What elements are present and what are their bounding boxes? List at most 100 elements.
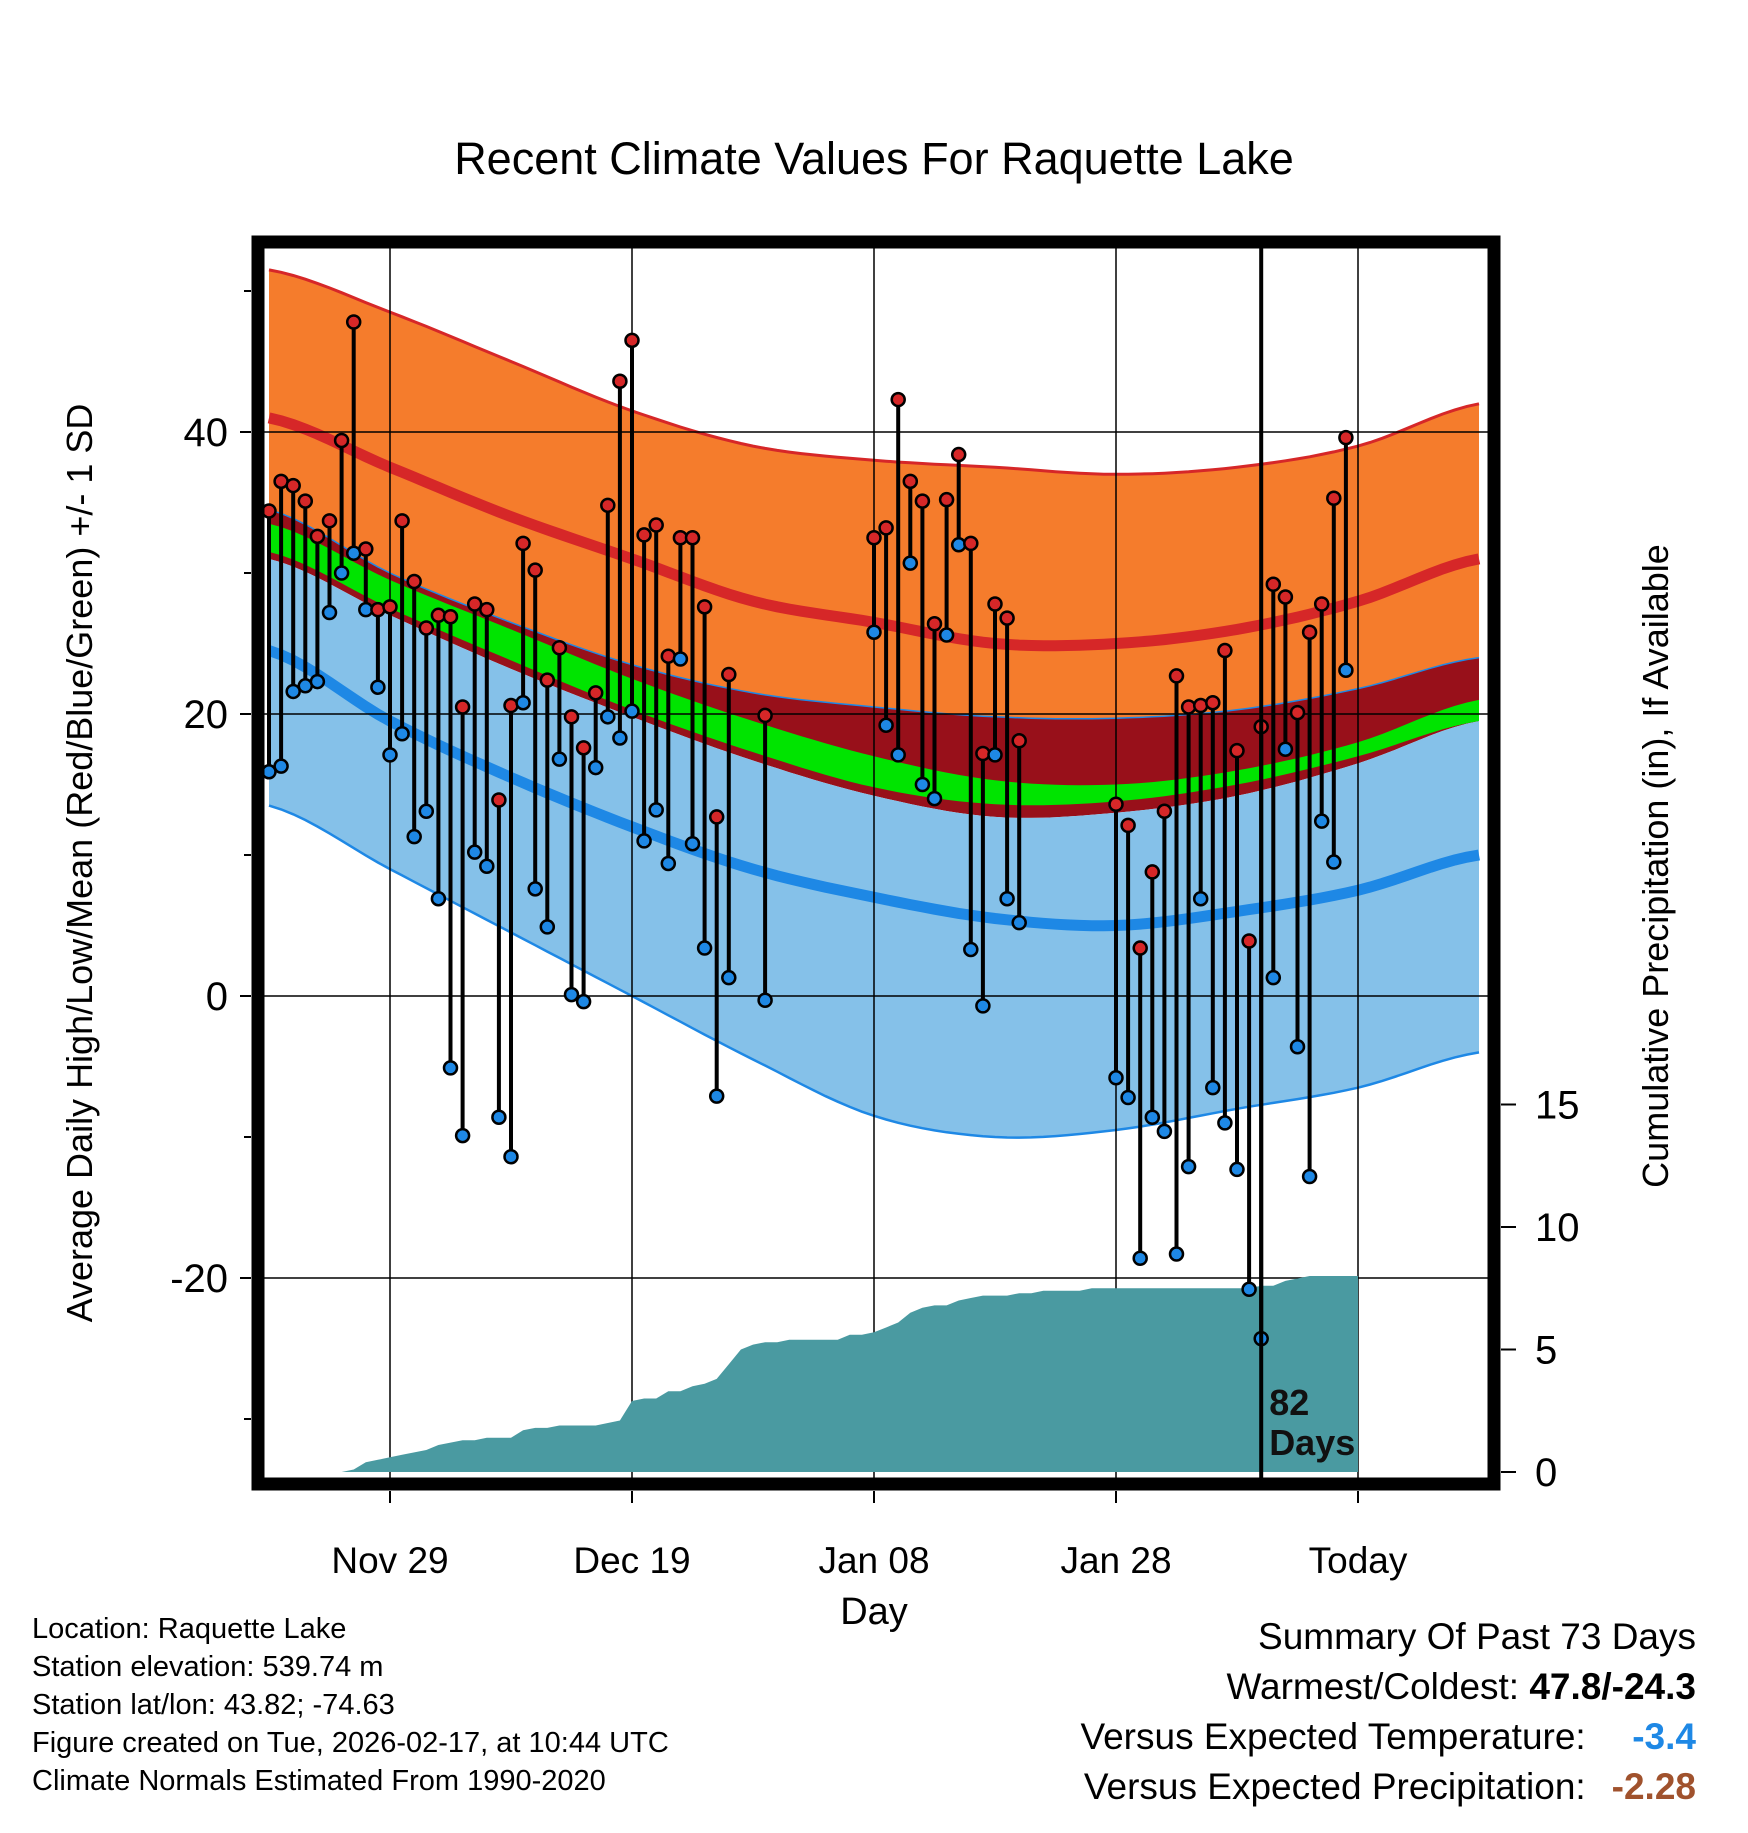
low-point [648, 802, 664, 818]
high-point [394, 513, 410, 529]
high-point [1108, 796, 1124, 812]
high-point [264, 503, 277, 519]
y2-tick-label: 10 [1535, 1206, 1580, 1250]
low-point [1192, 890, 1209, 907]
high-point [406, 573, 422, 590]
low-point [1156, 1123, 1173, 1140]
low-point [1277, 741, 1294, 757]
high-point [575, 740, 592, 756]
high-point [696, 599, 713, 615]
high-point [333, 432, 350, 449]
y2-tick-label: 0 [1535, 1451, 1557, 1495]
high-point [1156, 803, 1173, 820]
low-point [914, 776, 931, 793]
y2-axis-label: Cumulative Precipitation (in), If Availa… [1635, 544, 1676, 1188]
low-point [612, 730, 628, 746]
high-point [938, 491, 955, 508]
high-point [624, 332, 640, 349]
temp-anomaly-row: Versus Expected Temperature: -3.4 [1080, 1712, 1696, 1762]
high-point [418, 620, 435, 636]
low-point [491, 1109, 507, 1126]
precipitation-area [269, 1276, 1358, 1472]
days-label-text: Days [1269, 1422, 1355, 1463]
low-point [1265, 969, 1282, 986]
low-point [285, 683, 301, 700]
low-point [333, 565, 350, 581]
y-tick-label: -20 [170, 1257, 228, 1301]
low-point [273, 758, 289, 774]
high-point [1289, 704, 1306, 721]
high-point [914, 493, 931, 509]
low-point [708, 1088, 725, 1104]
high-point [479, 601, 495, 618]
location-text: Location: Raquette Lake [32, 1613, 347, 1645]
low-point [370, 679, 386, 695]
x-tick-label: Nov 29 [331, 1540, 448, 1581]
low-point [696, 940, 713, 956]
high-point [1217, 642, 1233, 659]
low-point [1338, 662, 1354, 679]
high-point [1132, 940, 1148, 956]
low-point [636, 833, 652, 849]
low-point [264, 764, 277, 780]
high-point [563, 709, 580, 725]
high-point [345, 314, 362, 330]
low-point [987, 747, 1003, 763]
low-point [309, 673, 326, 690]
low-point [527, 881, 543, 897]
low-point [1132, 1250, 1148, 1267]
high-point [466, 596, 483, 612]
warmest-label: Warmest/Coldest: [1226, 1666, 1520, 1707]
high-point [963, 535, 979, 552]
axes: -20 0 20 40 0 5 10 15 Nov 29 Dec 19 Jan 08 Jan 28 To… [170, 235, 1580, 1581]
high-point [987, 596, 1003, 612]
x-tick-label: Dec 19 [573, 1540, 690, 1581]
high-point [902, 473, 919, 490]
y2-tick-label: 15 [1535, 1084, 1580, 1128]
high-point [1205, 694, 1221, 711]
plot-frame [251, 235, 1501, 1491]
low-point [878, 717, 894, 734]
high-point [1277, 589, 1294, 605]
low-point [672, 651, 689, 667]
temp-label: Versus Expected Temperature: [1080, 1716, 1586, 1757]
high-point [587, 685, 604, 701]
high-point [382, 599, 398, 615]
low-point [321, 604, 338, 621]
precip-anomaly-value: -2.28 [1611, 1766, 1696, 1807]
y-tick-label: 0 [206, 975, 228, 1019]
precip-label: Versus Expected Precipitation: [1083, 1766, 1586, 1807]
high-point [491, 792, 507, 808]
low-point [515, 694, 531, 711]
y-tick-label: 40 [184, 411, 229, 455]
low-point [539, 919, 556, 935]
high-point [926, 616, 943, 632]
high-point [600, 497, 616, 514]
x-axis-label: Day [840, 1591, 908, 1633]
low-point [1011, 914, 1027, 931]
high-point [757, 707, 773, 724]
low-point [382, 747, 398, 763]
elevation-text: Station elevation: 539.74 m [32, 1651, 384, 1683]
low-point [624, 703, 640, 719]
high-point [442, 608, 459, 625]
warmest-coldest-row: Warmest/Coldest: 47.8/-24.3 [1080, 1662, 1696, 1712]
high-point [309, 528, 326, 545]
high-point [527, 562, 543, 578]
x-tick-label: Today [1309, 1540, 1408, 1581]
precip-area [269, 1276, 1358, 1472]
high-point [1120, 817, 1136, 834]
low-point [866, 624, 882, 640]
high-point [539, 672, 556, 688]
chart-title: Recent Climate Values For Raquette Lake [454, 133, 1294, 184]
high-point [1326, 490, 1342, 507]
x-tick-label: Jan 28 [1060, 1540, 1171, 1581]
low-point [975, 998, 991, 1014]
high-point [1168, 668, 1185, 684]
low-point [1229, 1161, 1245, 1178]
low-point [999, 890, 1015, 907]
high-point [1241, 933, 1257, 949]
latlon-text: Station lat/lon: 43.82; -74.63 [32, 1689, 395, 1721]
